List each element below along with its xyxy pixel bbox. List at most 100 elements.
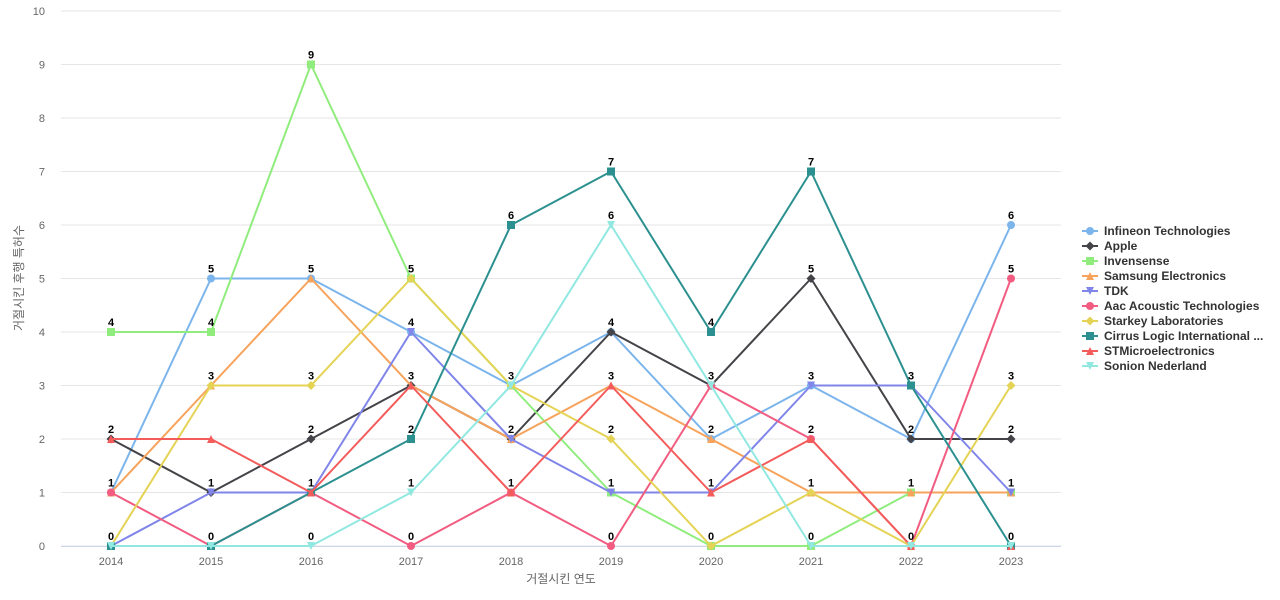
- x-tick-label: 2016: [299, 556, 323, 568]
- legend-swatch: [1082, 301, 1098, 310]
- data-label: 5: [1008, 264, 1014, 276]
- legend-label: Cirrus Logic International ...: [1104, 328, 1264, 343]
- data-point: [907, 542, 915, 550]
- legend-swatch: [1082, 271, 1098, 280]
- data-label: 3: [708, 371, 714, 383]
- legend-item[interactable]: TDK: [1082, 283, 1263, 298]
- legend-item[interactable]: Sonion Nederland: [1082, 358, 1263, 373]
- data-label: 4: [408, 317, 415, 329]
- legend-item[interactable]: Cirrus Logic International ...: [1082, 328, 1263, 343]
- data-label: 1: [808, 478, 814, 490]
- data-label: 2: [908, 424, 914, 436]
- data-label: 4: [208, 317, 215, 329]
- legend-item[interactable]: Starkey Laboratories: [1082, 313, 1263, 328]
- data-label: 3: [808, 371, 814, 383]
- legend-item[interactable]: Infineon Technologies: [1082, 223, 1263, 238]
- data-label: 6: [508, 210, 514, 222]
- legend-swatch: [1082, 226, 1098, 235]
- data-label: 1: [608, 478, 614, 490]
- legend-marker: [1086, 256, 1094, 265]
- legend-swatch: [1082, 361, 1098, 370]
- data-label: 5: [308, 264, 314, 276]
- legend-item[interactable]: Invensense: [1082, 253, 1263, 268]
- data-point: [1007, 274, 1015, 283]
- data-label: 2: [308, 424, 314, 436]
- series-line: [110, 331, 1012, 547]
- series-stmicroelectronics: [107, 381, 1015, 550]
- legend-marker: [1086, 331, 1094, 340]
- data-label: 2: [708, 424, 714, 436]
- legend-label: STMicroelectronics: [1104, 343, 1215, 358]
- legend-swatch: [1082, 346, 1098, 355]
- data-point: [207, 274, 215, 283]
- data-label: 4: [108, 317, 115, 329]
- y-tick-label: 5: [39, 274, 45, 286]
- x-tick-label: 2021: [799, 556, 823, 568]
- legend-swatch: [1082, 316, 1098, 325]
- legend-marker: [1085, 241, 1095, 250]
- y-tick-label: 1: [39, 488, 45, 500]
- data-point: [707, 435, 715, 443]
- data-point: [907, 488, 915, 497]
- data-label: 0: [108, 531, 114, 543]
- data-point: [507, 435, 515, 443]
- data-label: 3: [1008, 371, 1014, 383]
- data-label: 6: [1008, 210, 1014, 222]
- y-tick-label: 3: [39, 381, 45, 393]
- data-point: [307, 542, 315, 550]
- data-label: 1: [408, 478, 414, 490]
- data-point: [407, 328, 415, 336]
- legend-item[interactable]: Samsung Electronics: [1082, 268, 1263, 283]
- legend-label: TDK: [1104, 283, 1129, 298]
- legend-marker: [1086, 226, 1094, 235]
- legend-label: Starkey Laboratories: [1104, 313, 1224, 328]
- legend-marker: [1086, 271, 1094, 280]
- series-line: [111, 224, 1011, 547]
- data-point: [207, 435, 215, 443]
- data-point: [207, 488, 215, 497]
- legend-item[interactable]: Aac Acoustic Technologies: [1082, 298, 1263, 313]
- y-tick-label: 9: [39, 60, 45, 72]
- data-point: [507, 488, 515, 497]
- data-point: [607, 542, 615, 550]
- data-label: 0: [408, 531, 414, 543]
- data-label: 7: [608, 157, 614, 169]
- legend-item[interactable]: Apple: [1082, 238, 1263, 253]
- data-point: [306, 434, 316, 444]
- data-point: [306, 381, 316, 390]
- x-tick-label: 2020: [699, 556, 723, 568]
- data-label: 7: [808, 157, 814, 169]
- data-label: 0: [1008, 531, 1014, 543]
- data-label: 1: [308, 478, 314, 490]
- legend-swatch: [1082, 286, 1098, 295]
- data-point: [207, 328, 215, 336]
- x-tick-label: 2018: [499, 556, 523, 568]
- data-point: [706, 541, 716, 551]
- legend-swatch: [1082, 241, 1098, 250]
- y-axis-title: 거절시킨 후행 특허수: [11, 225, 26, 331]
- data-point: [107, 435, 115, 443]
- data-point: [207, 542, 215, 550]
- y-axis-ticks: 0 1 2 3 4 5 6 7 8 9 10: [33, 6, 45, 553]
- data-label: 2: [808, 424, 814, 436]
- x-tick-label: 2023: [999, 556, 1023, 568]
- data-label: 2: [1008, 424, 1014, 436]
- data-label: 0: [708, 531, 714, 543]
- data-label: 5: [408, 264, 414, 276]
- data-point: [607, 488, 615, 497]
- data-label: 1: [908, 478, 914, 490]
- data-labels: 4 2 1 0 5 4 3 1 0 9 5 3 2 1 0 5 4 3 2 1 0 6 3 2 1 7 6 4 3 2 1 0 4 3 2 1 0 7 5 3…: [108, 50, 1014, 544]
- x-tick-label: 2015: [199, 556, 223, 568]
- data-label: 3: [508, 371, 514, 383]
- legend-marker: [1086, 361, 1094, 370]
- data-label: 2: [108, 424, 114, 436]
- chart-legend: Infineon Technologies Apple Invensense Sams…: [1082, 223, 1263, 373]
- data-label: 0: [608, 531, 614, 543]
- legend-label: Sonion Nederland: [1104, 358, 1207, 373]
- data-label: 5: [808, 264, 814, 276]
- data-point: [807, 167, 815, 176]
- data-point: [707, 488, 715, 497]
- legend-item[interactable]: STMicroelectronics: [1082, 343, 1263, 358]
- legend-marker: [1086, 346, 1094, 355]
